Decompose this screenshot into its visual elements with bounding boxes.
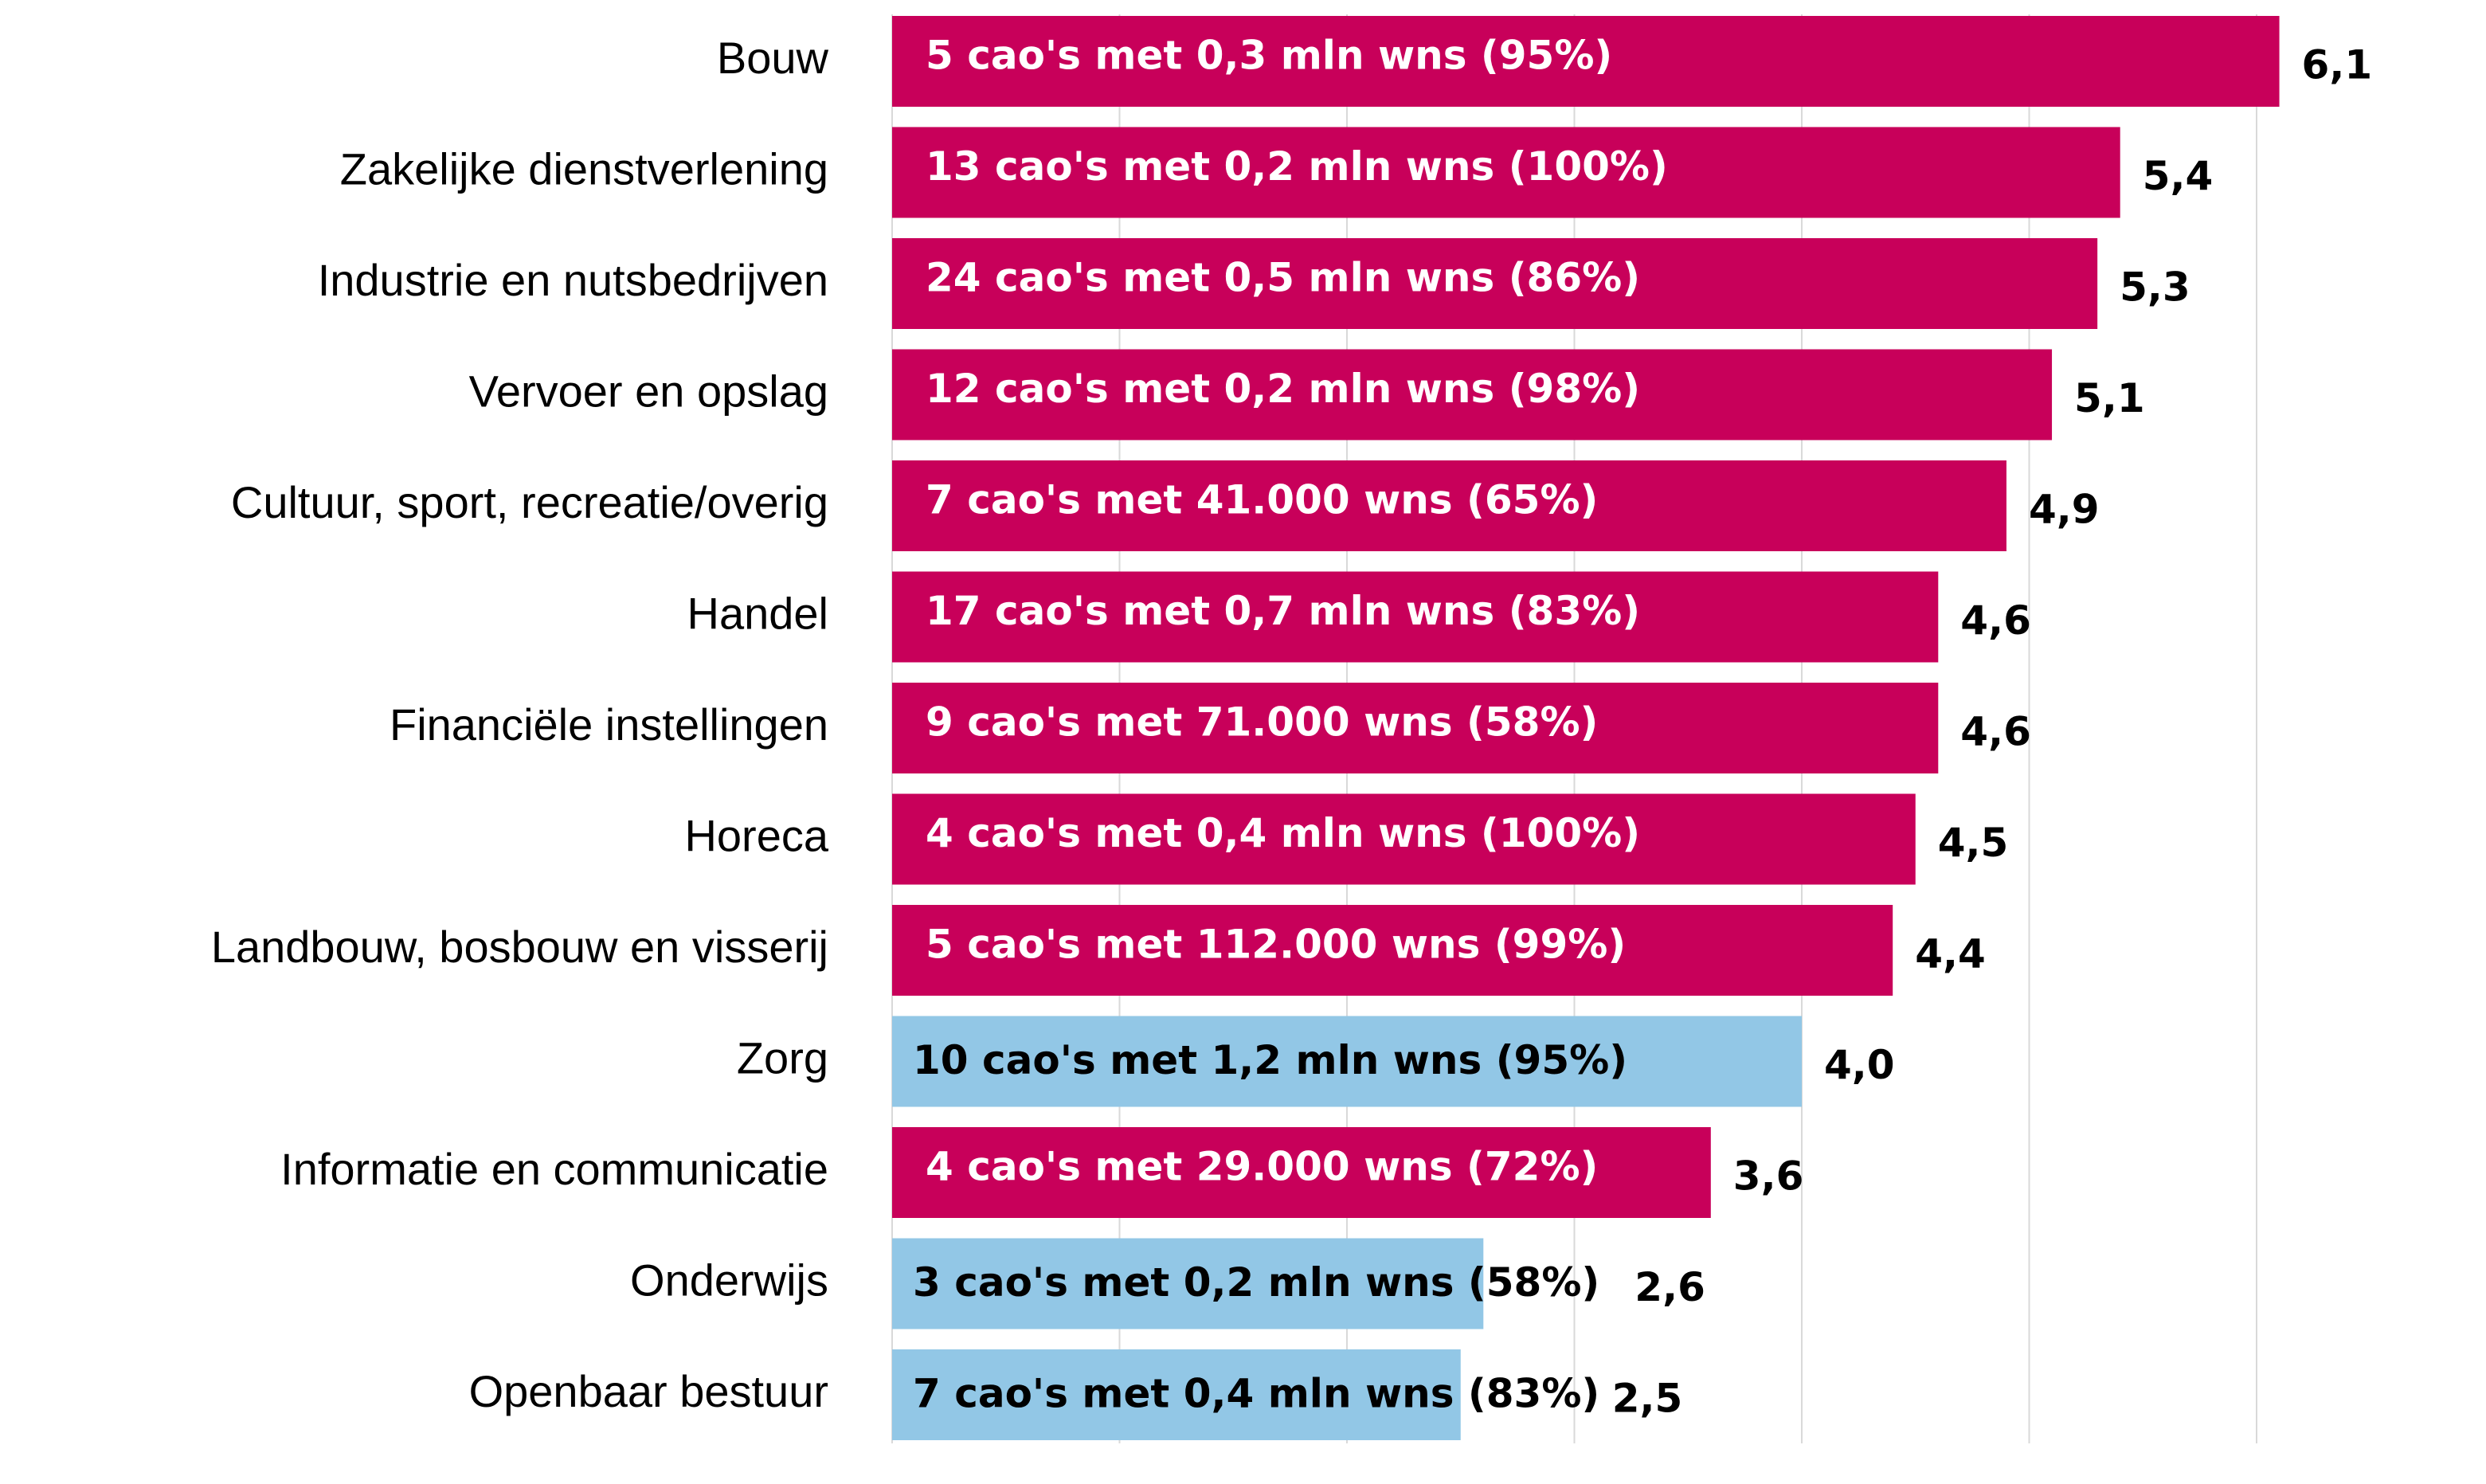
bar-inner-label: 4 cao's met 29.000 wns (72%)	[926, 1144, 1598, 1190]
bar-inner-label: 12 cao's met 0,2 mln wns (98%)	[926, 366, 1640, 412]
bar	[892, 460, 2006, 551]
bar-value-label: 2,5	[1612, 1376, 1683, 1422]
bar-value-label: 4,6	[1960, 709, 2031, 755]
category-label: Industrie en nutsbedrijven	[318, 255, 828, 305]
bar-value-label: 2,6	[1634, 1264, 1705, 1310]
bar	[892, 349, 2053, 441]
bar	[892, 1127, 1711, 1218]
category-labels: Bouw Zakelijke dienstverlening Industrie e…	[211, 33, 829, 1416]
bar-value-label: 5,1	[2074, 375, 2145, 421]
bar	[892, 683, 1939, 773]
bar-inner-label: 7 cao's met 41.000 wns (65%)	[926, 477, 1598, 523]
category-label: Landbouw, bosbouw en visserij	[211, 922, 828, 972]
bar	[892, 571, 1939, 663]
bar-value-label: 4,9	[2029, 487, 2100, 533]
category-label: Openbaar bestuur	[469, 1366, 828, 1416]
bar-value-label: 3,6	[1733, 1153, 1804, 1200]
category-label: Cultuur, sport, recreatie/overig	[231, 477, 828, 527]
bar	[892, 793, 1916, 885]
bar	[892, 238, 2098, 329]
bar-value-label: 4,0	[1824, 1042, 1895, 1088]
bar-inner-label: 4 cao's met 0,4 mln wns (100%)	[926, 810, 1640, 856]
category-label: Horeca	[684, 810, 828, 860]
bar-value-label: 4,6	[1960, 597, 2031, 644]
bar-inner-label: 5 cao's met 0,3 mln wns (95%)	[926, 33, 1612, 79]
bar-value-label: 5,3	[2120, 264, 2190, 311]
category-label: Informatie en communicatie	[280, 1144, 828, 1194]
bar	[892, 1016, 1802, 1107]
bar-inner-label: 5 cao's met 112.000 wns (99%)	[926, 922, 1626, 968]
bar-inner-label: 13 cao's met 0,2 mln wns (100%)	[926, 143, 1668, 190]
bar-inner-label: 24 cao's met 0,5 mln wns (86%)	[926, 255, 1640, 301]
category-label: Handel	[687, 588, 828, 638]
bars: 5 cao's met 0,3 mln wns (95%) 6,1 13 cao's…	[892, 16, 2372, 1440]
bar-inner-label: 17 cao's met 0,7 mln wns (83%)	[926, 588, 1640, 634]
bar-inner-label: 3 cao's met 0,2 mln wns (58%)	[913, 1259, 1599, 1306]
bar	[892, 16, 2280, 107]
bar-inner-label: 7 cao's met 0,4 mln wns (83%)	[913, 1371, 1599, 1417]
category-label: Bouw	[717, 33, 829, 83]
bar	[892, 905, 1893, 996]
bar-value-label: 6,1	[2302, 42, 2373, 88]
bar-inner-label: 9 cao's met 71.000 wns (58%)	[926, 699, 1598, 746]
category-label: Onderwijs	[630, 1255, 828, 1305]
bar	[892, 127, 2120, 218]
bar	[892, 1349, 1461, 1440]
category-label: Financiële instellingen	[390, 699, 828, 750]
bar-value-label: 4,5	[1938, 820, 2009, 866]
bar-value-label: 4,4	[1915, 931, 1986, 977]
bar	[892, 1238, 1484, 1329]
category-label: Zakelijke dienstverlening	[340, 143, 828, 194]
bar-value-label: 5,4	[2143, 153, 2214, 199]
bar-inner-label: 10 cao's met 1,2 mln wns (95%)	[913, 1037, 1627, 1083]
category-label: Vervoer en opslag	[469, 366, 828, 416]
category-label: Zorg	[737, 1032, 828, 1083]
